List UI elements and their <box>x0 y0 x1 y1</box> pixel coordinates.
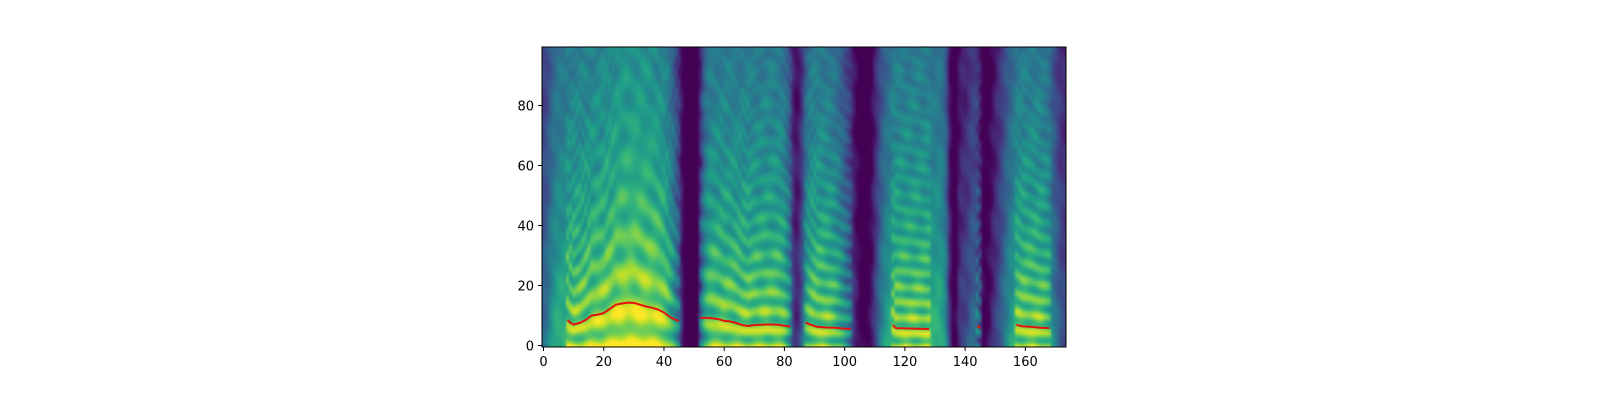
y-tick-label: 80 <box>517 100 534 115</box>
y-tick-label: 40 <box>517 220 534 235</box>
pitch-contour-group <box>566 301 1050 330</box>
pitch-contour-segment-3 <box>805 321 851 330</box>
pitch-contour-segment-5 <box>976 325 981 329</box>
plot-frame <box>541 46 1067 348</box>
x-tick-label: 120 <box>892 355 917 370</box>
pitch-contour-segment-4 <box>892 324 930 330</box>
y-axis: 0 20 40 60 80 <box>517 100 542 355</box>
pitch-contour-segment-1 <box>566 301 680 326</box>
x-tick-label: 100 <box>832 355 857 370</box>
y-tick-label: 0 <box>526 340 534 355</box>
x-tick-label: 80 <box>776 355 793 370</box>
x-tick-label: 60 <box>716 355 733 370</box>
x-tick-label: 140 <box>953 355 978 370</box>
spectrogram-heatmap <box>542 47 1066 347</box>
x-tick-label: 160 <box>1013 355 1038 370</box>
y-tick-label: 20 <box>517 280 534 295</box>
y-tick-label: 60 <box>517 160 534 175</box>
x-axis: 0 20 40 60 80 100 120 140 160 <box>539 347 1038 370</box>
x-tick-label: 40 <box>656 355 673 370</box>
x-tick-label: 20 <box>595 355 612 370</box>
x-tick-label: 0 <box>539 355 547 370</box>
pitch-contour-segment-2 <box>700 316 791 328</box>
pitch-contour-segment-6 <box>1016 323 1050 330</box>
